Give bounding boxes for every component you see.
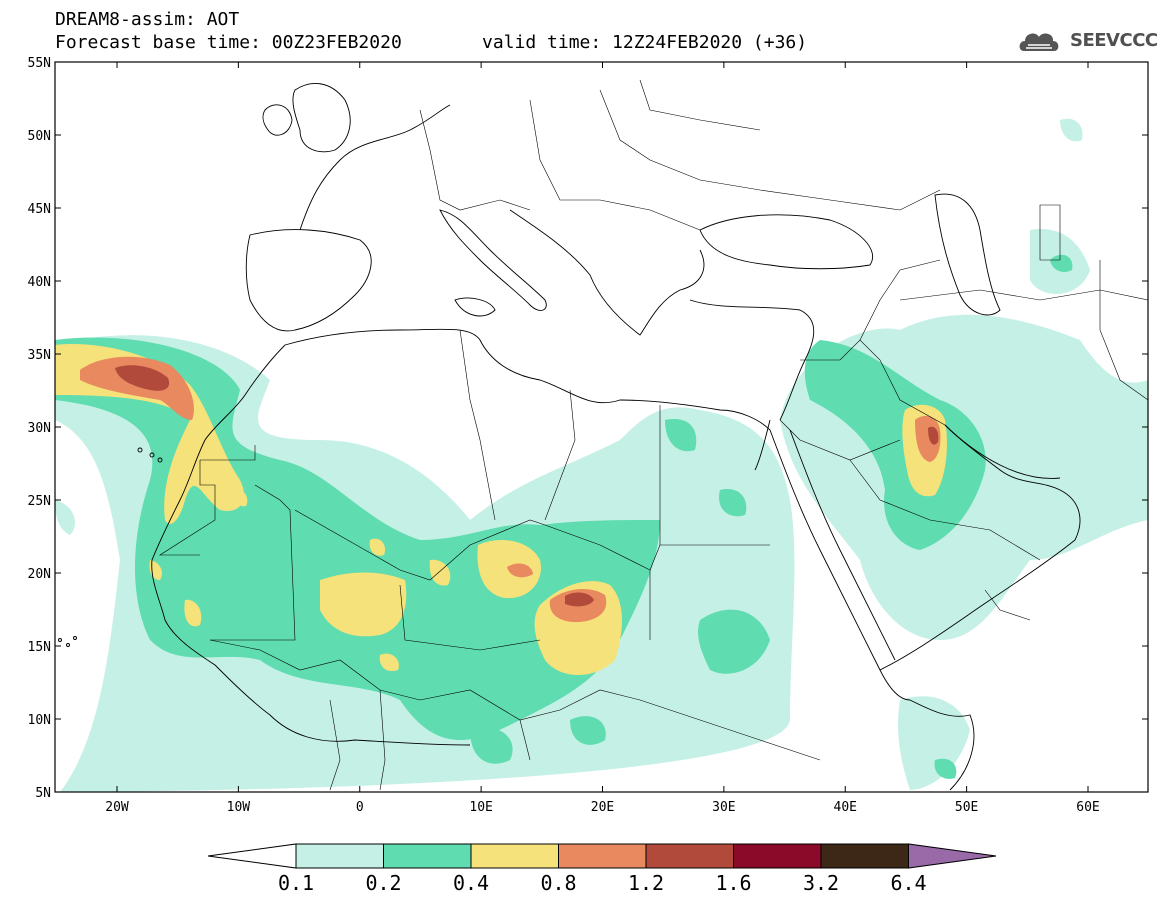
lat-label: 10N	[28, 713, 51, 728]
colorbar-label: 6.4	[890, 871, 926, 895]
longitude-axis: 20W 10W 0 10E 20E 30E 40E 50E 60E	[105, 62, 1100, 815]
colorbar-arrow-high	[908, 843, 997, 869]
aot-shading	[55, 118, 1148, 792]
colorbar-segment	[470, 843, 559, 869]
lat-label: 25N	[28, 494, 51, 509]
lon-label: 0	[356, 800, 364, 815]
lon-label: 20W	[105, 800, 129, 815]
coastlines	[58, 83, 1081, 791]
country-borders	[158, 79, 1148, 791]
lon-label: 60E	[1076, 800, 1099, 815]
colorbar: 0.1 0.2 0.4 0.8 1.2 1.6 3.2 6.4	[207, 843, 997, 895]
colorbar-arrow-low	[207, 843, 297, 869]
lon-label: 10E	[469, 800, 492, 815]
colorbar-label: 3.2	[803, 871, 839, 895]
colorbar-label: 1.2	[628, 871, 664, 895]
colorbar-segment	[645, 843, 734, 869]
lon-label: 10W	[227, 800, 251, 815]
colorbar-segment	[820, 843, 909, 869]
lat-label: 30N	[28, 421, 51, 436]
lat-label: 20N	[28, 567, 51, 582]
map-title: DREAM8-assim: AOT	[55, 9, 240, 30]
colorbar-segment	[558, 843, 647, 869]
lat-label: 40N	[28, 275, 51, 290]
colorbar-segment	[733, 843, 822, 869]
logo-text: SEEVCCC	[1070, 30, 1158, 51]
lon-label: 20E	[591, 800, 614, 815]
lat-label: 35N	[28, 348, 51, 363]
colorbar-segment	[295, 843, 384, 869]
lon-label: 40E	[834, 800, 857, 815]
forecast-base-time: Forecast base time: 00Z23FEB2020	[55, 32, 402, 53]
cloud-icon	[1019, 33, 1059, 51]
colorbar-label: 0.2	[365, 871, 401, 895]
colorbar-label: 0.8	[540, 871, 576, 895]
lat-label: 55N	[28, 56, 51, 71]
valid-time: valid time: 12Z24FEB2020 (+36)	[482, 32, 808, 53]
lat-label: 50N	[28, 129, 51, 144]
lat-label: 15N	[28, 640, 51, 655]
latitude-axis: 55N 50N 45N 40N 35N 30N 25N 20N 15N 10N 5N	[28, 56, 1148, 801]
colorbar-segment	[383, 843, 472, 869]
lat-label: 45N	[28, 202, 51, 217]
colorbar-label: 0.4	[453, 871, 489, 895]
lon-label: 30E	[712, 800, 735, 815]
lat-label: 5N	[35, 786, 51, 801]
colorbar-label: 1.6	[715, 871, 751, 895]
lon-label: 50E	[955, 800, 978, 815]
colorbar-label: 0.1	[278, 871, 314, 895]
